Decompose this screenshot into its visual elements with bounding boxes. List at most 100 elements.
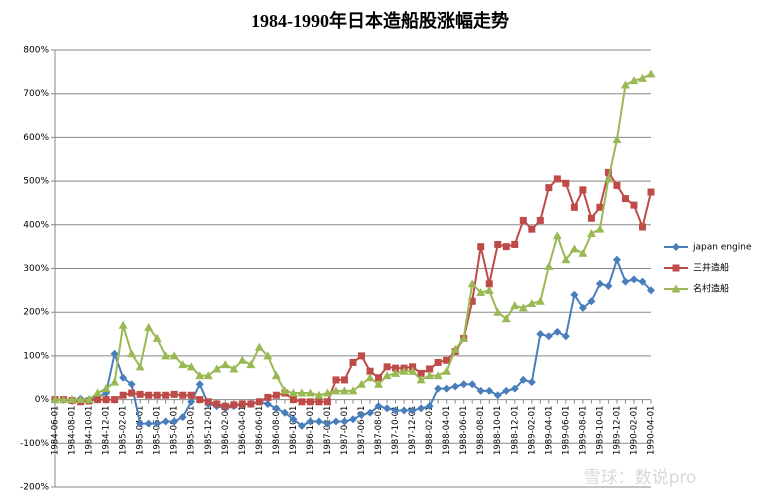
data-point	[442, 384, 451, 393]
data-point	[468, 297, 476, 305]
data-point	[331, 386, 341, 395]
data-point	[485, 280, 493, 288]
data-point	[169, 351, 179, 360]
x-tick-label: 1985-02-01	[119, 406, 129, 455]
data-point	[297, 388, 307, 397]
data-point	[494, 240, 502, 248]
legend-label: 三井造船	[693, 262, 729, 274]
data-point	[136, 390, 144, 398]
y-tick-label: 200%	[23, 308, 49, 318]
data-point	[433, 371, 443, 380]
data-point	[237, 355, 247, 364]
data-point	[434, 358, 442, 366]
data-point	[118, 320, 128, 329]
y-tick-label: 600%	[23, 133, 49, 143]
data-point	[153, 419, 162, 428]
data-point	[561, 332, 570, 341]
data-point	[59, 395, 69, 404]
data-point	[84, 395, 94, 404]
x-tick-label: 1989-04-01	[544, 406, 554, 455]
data-point	[476, 288, 486, 297]
data-point	[255, 398, 263, 406]
data-point	[187, 391, 195, 399]
x-tick-label: 1984-08-01	[68, 406, 78, 455]
data-point	[391, 368, 401, 377]
data-point	[93, 388, 103, 397]
data-point	[374, 402, 383, 411]
data-point	[417, 369, 425, 377]
data-point	[246, 360, 256, 369]
data-point	[595, 279, 604, 288]
data-point	[408, 406, 417, 415]
x-tick-label: 1988-06-01	[459, 406, 469, 455]
x-tick-label: 1986-08-01	[272, 406, 282, 455]
x-tick-label: 1987-12-01	[408, 406, 418, 455]
x-tick-label: 1987-10-01	[391, 406, 401, 455]
data-point	[314, 390, 324, 399]
series	[50, 69, 656, 404]
data-point	[340, 376, 348, 384]
data-point	[545, 184, 553, 192]
data-point	[101, 384, 111, 393]
data-point	[102, 396, 110, 404]
data-point	[647, 188, 655, 196]
data-point	[288, 388, 298, 397]
x-tick-label: 1988-12-01	[510, 406, 520, 455]
data-point	[196, 396, 204, 404]
data-point	[203, 371, 213, 380]
data-point	[620, 80, 630, 89]
data-point	[468, 380, 477, 389]
data-point	[443, 356, 451, 364]
data-point	[375, 374, 383, 382]
data-point	[612, 255, 621, 264]
x-tick-label: 1985-12-01	[204, 406, 214, 455]
data-point	[221, 402, 229, 410]
data-point	[229, 364, 239, 373]
x-tick-label: 1988-08-01	[476, 406, 486, 455]
data-point	[647, 286, 655, 295]
data-point	[161, 417, 170, 426]
data-point	[629, 275, 638, 284]
x-tick-label: 1988-02-01	[425, 406, 435, 455]
x-tick-label: 1985-06-01	[153, 406, 163, 455]
data-point	[332, 376, 340, 384]
x-tick-label: 1984-12-01	[102, 406, 112, 455]
data-point	[306, 398, 314, 406]
data-point	[399, 366, 409, 375]
data-point	[144, 419, 153, 428]
data-point	[434, 384, 443, 393]
data-point	[596, 203, 604, 211]
data-point	[247, 400, 255, 408]
data-point	[366, 367, 374, 375]
data-point	[119, 373, 128, 382]
data-point	[212, 364, 222, 373]
y-tick-label: 400%	[23, 220, 49, 230]
data-point	[280, 386, 290, 395]
data-point	[603, 174, 613, 183]
data-point	[476, 386, 485, 395]
data-point	[195, 380, 204, 389]
data-point	[484, 285, 494, 294]
data-point	[289, 396, 297, 404]
data-point	[94, 396, 102, 404]
y-tick-label: 100%	[23, 351, 49, 361]
data-point	[629, 76, 639, 85]
x-tick-label: 1984-10-01	[85, 406, 95, 455]
data-point	[204, 398, 212, 406]
data-point	[621, 277, 630, 286]
y-tick-label: 500%	[23, 177, 49, 187]
data-point	[544, 332, 553, 341]
legend-label: 名村造船	[693, 283, 729, 295]
data-point	[553, 175, 561, 183]
data-point	[170, 390, 178, 398]
data-point	[153, 391, 161, 399]
data-point	[425, 371, 435, 380]
data-point	[485, 386, 494, 395]
data-point	[179, 391, 187, 399]
y-tick-label: -200%	[20, 483, 49, 493]
x-tick-label: 1990-02-01	[629, 406, 639, 455]
data-point	[67, 395, 77, 404]
data-point	[323, 398, 331, 406]
data-point	[400, 406, 409, 415]
